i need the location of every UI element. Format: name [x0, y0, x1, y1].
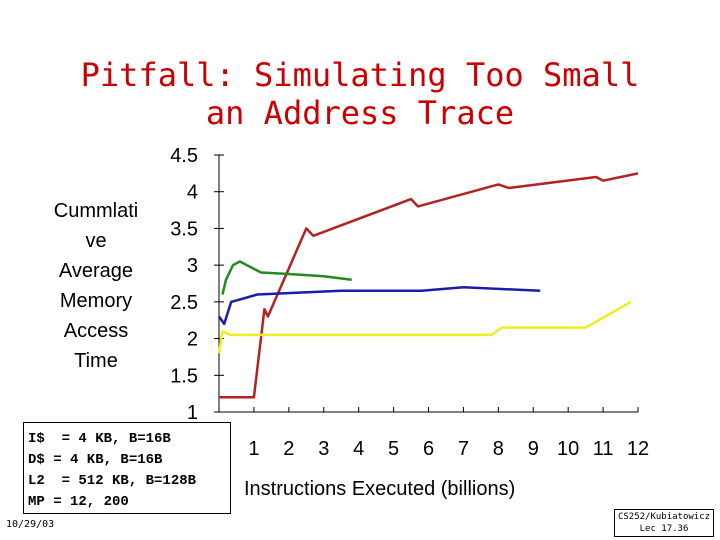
- legend-line: I$ = 4 KB, B=16B: [28, 431, 171, 447]
- y-tick-label: 3.5: [170, 218, 198, 240]
- x-tick-label: 4: [353, 438, 364, 460]
- x-tick-label: 8: [493, 438, 504, 460]
- x-tick-label: 3: [318, 438, 329, 460]
- x-tick-label: 11: [593, 438, 614, 460]
- slide-date: 10/29/03: [6, 519, 55, 530]
- y-tick-label: 2.5: [170, 292, 198, 314]
- x-tick-label: 9: [528, 438, 539, 460]
- y-axis-label-line: Time: [74, 350, 118, 372]
- x-tick-label: 5: [388, 438, 399, 460]
- legend-line: MP = 12, 200: [28, 494, 129, 510]
- series-line-1: [219, 172, 639, 399]
- y-tick-label: 1.5: [170, 365, 198, 387]
- series-line-3: [217, 285, 541, 326]
- y-axis-label-line: ve: [85, 230, 107, 252]
- legend-line: L2 = 512 KB, B=128B: [28, 473, 197, 489]
- x-tick-label: 10: [557, 438, 579, 460]
- y-axis-label-line: Average: [58, 260, 134, 282]
- y-tick-label: 4: [187, 182, 198, 204]
- course-name: CS252/Kubiatowicz: [617, 512, 711, 522]
- y-tick-label: 2: [187, 329, 198, 351]
- x-tick-label: 2: [283, 438, 294, 460]
- y-tick-label: 1: [187, 402, 198, 424]
- x-tick-label: 7: [458, 438, 469, 460]
- y-axis-label-line: Memory: [59, 290, 133, 312]
- y-axis-label: Cummlati ve Average Memory Access Time: [40, 196, 152, 376]
- x-tick-label: 1: [248, 438, 259, 460]
- legend-line: D$ = 4 KB, B=16B: [28, 452, 163, 468]
- parameters-legend: I$ = 4 KB, B=16B D$ = 4 KB, B=16B L2 = 512…: [23, 422, 231, 514]
- y-tick-label: 3: [187, 255, 198, 277]
- x-axis-label: Instructions Executed (billions): [244, 478, 516, 500]
- course-footer: CS252/Kubiatowicz Lec 17.36: [614, 509, 714, 537]
- lecture-number: Lec 17.36: [639, 524, 689, 534]
- y-axis-label-line: Cummlati: [53, 200, 139, 222]
- y-tick-label: 4.5: [170, 145, 198, 167]
- x-tick-label: 12: [627, 438, 649, 460]
- slide-title-line-2: an Address Trace: [205, 94, 515, 132]
- series-line-2: [221, 260, 352, 295]
- slide-title-line-1: Pitfall: Simulating Too Small: [80, 56, 640, 94]
- y-axis-label-line: Access: [63, 320, 129, 342]
- x-tick-label: 6: [423, 438, 434, 460]
- series-line-4: [217, 300, 632, 354]
